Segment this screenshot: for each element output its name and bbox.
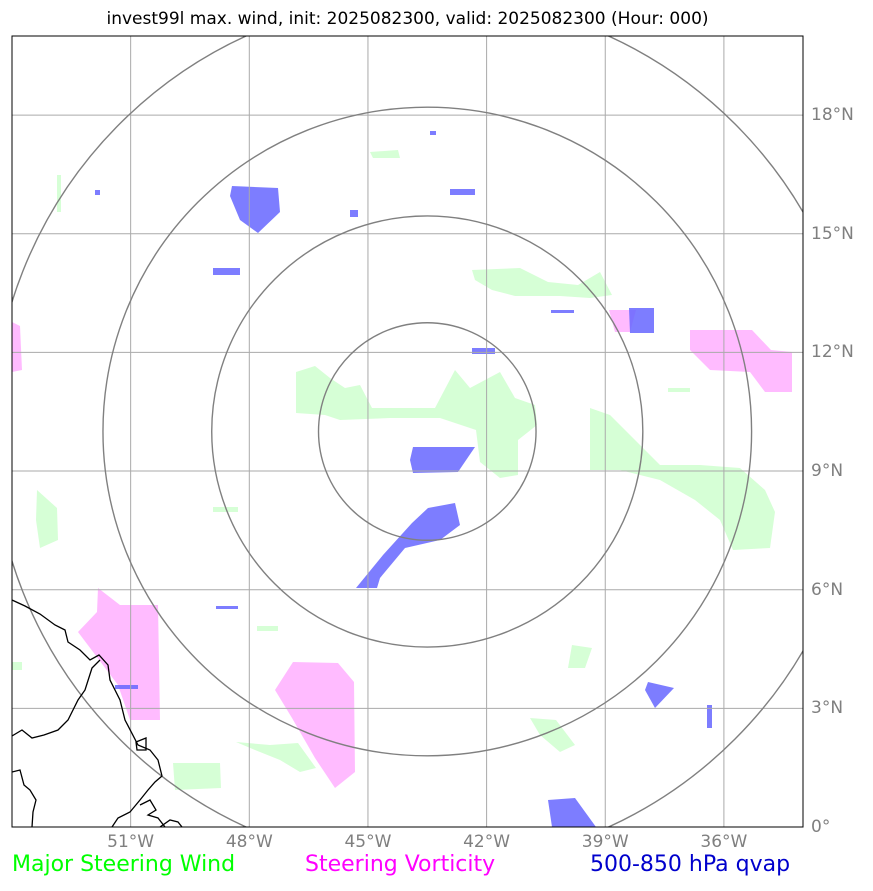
latitude-label: 15°N [811,223,854,244]
latitude-label: 0° [811,817,831,837]
range-ring [12,36,803,827]
wind-area-southwest [236,742,316,772]
wind-area-small-7 [12,662,22,670]
latitude-label: 6°N [811,579,844,600]
qvap-area-small-3 [472,348,495,354]
qvap-area-small-5 [115,685,138,689]
graticule [12,36,803,827]
qvap-area-small-1 [213,268,240,275]
longitude-label: 39°W [581,832,629,852]
latitude-label: 18°N [811,105,854,126]
map-title: invest99l max. wind, init: 2025082300, v… [106,9,709,29]
qvap-layer [95,131,712,827]
vorticity-area-east [690,330,792,392]
range-ring [211,215,644,648]
wind-area-east [590,408,775,550]
coastline [12,599,183,827]
qvap-area-band [356,503,460,588]
wind-area-small-1 [370,150,400,158]
qvap-area-small-10 [430,131,436,135]
latitude-label: 12°N [811,342,854,363]
legend-qvap: 500-850 hPa qvap [590,852,791,877]
coastline-mainland [12,599,163,827]
steering-wind-layer [12,150,775,790]
qvap-area-bottom [548,798,596,827]
wind-area-west [36,490,58,548]
qvap-area-north [230,186,280,233]
range-rings [12,36,803,827]
coastline-delta [139,799,183,827]
longitude-label: 42°W [463,832,511,852]
wind-area-small-4 [213,507,238,512]
latitude-label: 3°N [811,698,844,719]
wind-area-small-3 [668,388,690,392]
coastline-west [12,769,37,827]
longitude-label: 45°W [344,832,392,852]
wind-area-small-5 [257,626,278,631]
wind-area-central [296,366,537,478]
vorticity-area-south [275,662,355,788]
coastline-inland [12,659,101,739]
legend-steering-vorticity: Steering Vorticity [305,852,496,877]
wind-area-south [530,718,575,752]
longitude-label: 36°W [700,832,748,852]
qvap-area-small-9 [95,190,100,195]
qvap-area-small-2 [450,189,475,195]
vorticity-area-edge [12,322,22,372]
wind-area-northeast [472,268,612,298]
wind-area-south-box [173,763,221,790]
range-ring [102,106,753,757]
map-frame [11,35,804,828]
legend-steering-wind: Major Steering Wind [12,852,236,877]
wind-area-small-2 [568,645,592,668]
qvap-area-small-8 [350,210,358,217]
longitude-label: 48°W [225,832,273,852]
qvap-area-small-7 [707,705,712,728]
qvap-area-small-4 [551,310,574,313]
qvap-area-northeast [629,308,654,333]
vorticity-area-west [78,588,160,720]
qvap-area-southeast [645,682,674,708]
steering-vorticity-layer [12,310,792,788]
qvap-area-central [410,447,475,473]
coastline-island [135,737,147,751]
range-ring [317,322,537,541]
wind-area-small-6 [57,175,61,212]
qvap-area-small-6 [216,606,238,609]
latitude-label: 9°N [811,461,844,482]
longitude-label: 51°W [107,832,155,852]
